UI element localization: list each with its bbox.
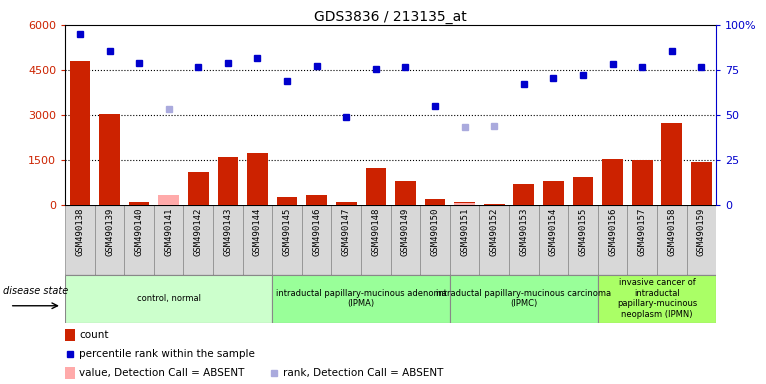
Bar: [454, 202, 475, 205]
Bar: [124, 205, 154, 275]
Bar: [159, 195, 179, 205]
Bar: [480, 205, 509, 275]
Text: GSM490141: GSM490141: [164, 207, 173, 256]
Bar: [691, 162, 712, 205]
Text: GSM490149: GSM490149: [401, 207, 410, 256]
Text: GSM490139: GSM490139: [105, 207, 114, 256]
Bar: [272, 275, 450, 323]
Bar: [70, 61, 90, 205]
Bar: [627, 205, 657, 275]
Text: disease state: disease state: [3, 286, 68, 296]
Text: intraductal papillary-mucinous carcinoma
(IPMC): intraductal papillary-mucinous carcinoma…: [437, 289, 611, 308]
Bar: [424, 199, 445, 205]
Text: rank, Detection Call = ABSENT: rank, Detection Call = ABSENT: [283, 368, 444, 378]
Bar: [391, 205, 421, 275]
Bar: [509, 205, 538, 275]
Text: GSM490155: GSM490155: [578, 207, 588, 256]
Bar: [65, 329, 75, 341]
Bar: [454, 203, 475, 205]
Bar: [184, 205, 213, 275]
Bar: [484, 204, 505, 205]
Text: GSM490156: GSM490156: [608, 207, 617, 256]
Bar: [365, 168, 386, 205]
Text: GSM490140: GSM490140: [135, 207, 143, 256]
Text: control, normal: control, normal: [136, 294, 201, 303]
Bar: [450, 275, 597, 323]
Text: GSM490142: GSM490142: [194, 207, 203, 256]
Bar: [632, 161, 653, 205]
Text: value, Detection Call = ABSENT: value, Detection Call = ABSENT: [79, 368, 244, 378]
Text: GSM490143: GSM490143: [224, 207, 232, 256]
Text: GSM490151: GSM490151: [460, 207, 469, 256]
Bar: [306, 195, 327, 205]
Text: GSM490147: GSM490147: [342, 207, 351, 256]
Text: GSM490159: GSM490159: [697, 207, 706, 256]
Text: count: count: [79, 330, 109, 340]
Text: GSM490154: GSM490154: [549, 207, 558, 256]
Title: GDS3836 / 213135_at: GDS3836 / 213135_at: [314, 10, 467, 24]
Bar: [129, 202, 149, 205]
Bar: [573, 177, 594, 205]
Bar: [218, 157, 238, 205]
Bar: [243, 205, 272, 275]
Bar: [543, 181, 564, 205]
Bar: [686, 205, 716, 275]
Bar: [597, 275, 716, 323]
Text: GSM490150: GSM490150: [430, 207, 440, 256]
Bar: [361, 205, 391, 275]
Bar: [602, 159, 623, 205]
Text: GSM490145: GSM490145: [283, 207, 292, 256]
Bar: [662, 123, 683, 205]
Bar: [65, 275, 272, 323]
Text: GSM490153: GSM490153: [519, 207, 529, 256]
Text: GSM490144: GSM490144: [253, 207, 262, 256]
Text: intraductal papillary-mucinous adenoma
(IPMA): intraductal papillary-mucinous adenoma (…: [276, 289, 447, 308]
Bar: [336, 202, 357, 205]
Bar: [513, 184, 534, 205]
Text: percentile rank within the sample: percentile rank within the sample: [79, 349, 255, 359]
Text: GSM490152: GSM490152: [489, 207, 499, 256]
Bar: [395, 181, 416, 205]
Text: GSM490157: GSM490157: [638, 207, 647, 256]
Bar: [450, 205, 480, 275]
Bar: [302, 205, 332, 275]
Bar: [421, 205, 450, 275]
Text: GSM490146: GSM490146: [313, 207, 321, 256]
Bar: [65, 367, 75, 379]
Bar: [272, 205, 302, 275]
Bar: [95, 205, 124, 275]
Bar: [538, 205, 568, 275]
Bar: [332, 205, 361, 275]
Bar: [213, 205, 243, 275]
Text: invasive cancer of
intraductal
papillary-mucinous
neoplasm (IPMN): invasive cancer of intraductal papillary…: [617, 278, 697, 319]
Text: GSM490138: GSM490138: [75, 207, 84, 256]
Bar: [188, 172, 208, 205]
Bar: [277, 197, 297, 205]
Bar: [247, 153, 268, 205]
Bar: [99, 114, 119, 205]
Bar: [65, 205, 95, 275]
Text: GSM490148: GSM490148: [372, 207, 381, 256]
Text: GSM490158: GSM490158: [667, 207, 676, 256]
Bar: [568, 205, 597, 275]
Bar: [657, 205, 686, 275]
Bar: [597, 205, 627, 275]
Bar: [154, 205, 184, 275]
